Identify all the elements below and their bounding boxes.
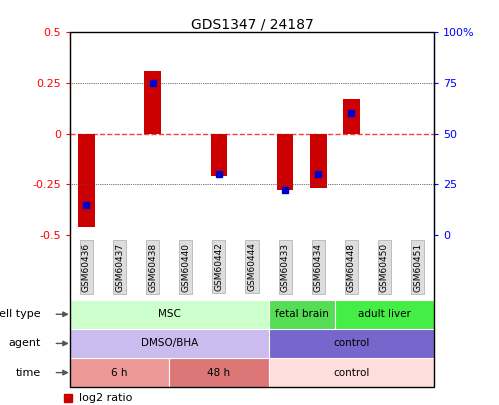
Title: GDS1347 / 24187: GDS1347 / 24187	[191, 17, 313, 31]
Bar	[310, 134, 326, 188]
Bar	[343, 99, 360, 134]
Bar	[335, 300, 434, 329]
Text: control: control	[333, 368, 370, 377]
Text: 48 h: 48 h	[207, 368, 231, 377]
Bar	[78, 134, 95, 227]
Bar	[70, 300, 268, 329]
Bar	[268, 329, 434, 358]
Text: fetal brain: fetal brain	[275, 309, 329, 319]
Bar	[144, 71, 161, 134]
Bar	[70, 329, 268, 358]
Text: control: control	[333, 339, 370, 348]
Text: 6 h: 6 h	[111, 368, 128, 377]
Text: time: time	[15, 368, 41, 377]
Text: cell type: cell type	[0, 309, 41, 319]
Bar	[268, 358, 434, 387]
Text: agent: agent	[8, 339, 41, 348]
Bar	[268, 300, 335, 329]
Text: DMSO/BHA: DMSO/BHA	[141, 339, 198, 348]
Bar	[169, 358, 268, 387]
Text: log2 ratio: log2 ratio	[79, 393, 132, 403]
Text: adult liver: adult liver	[358, 309, 411, 319]
Text: MSC: MSC	[158, 309, 181, 319]
Bar	[211, 134, 227, 176]
Bar	[277, 134, 293, 190]
Bar	[70, 358, 169, 387]
